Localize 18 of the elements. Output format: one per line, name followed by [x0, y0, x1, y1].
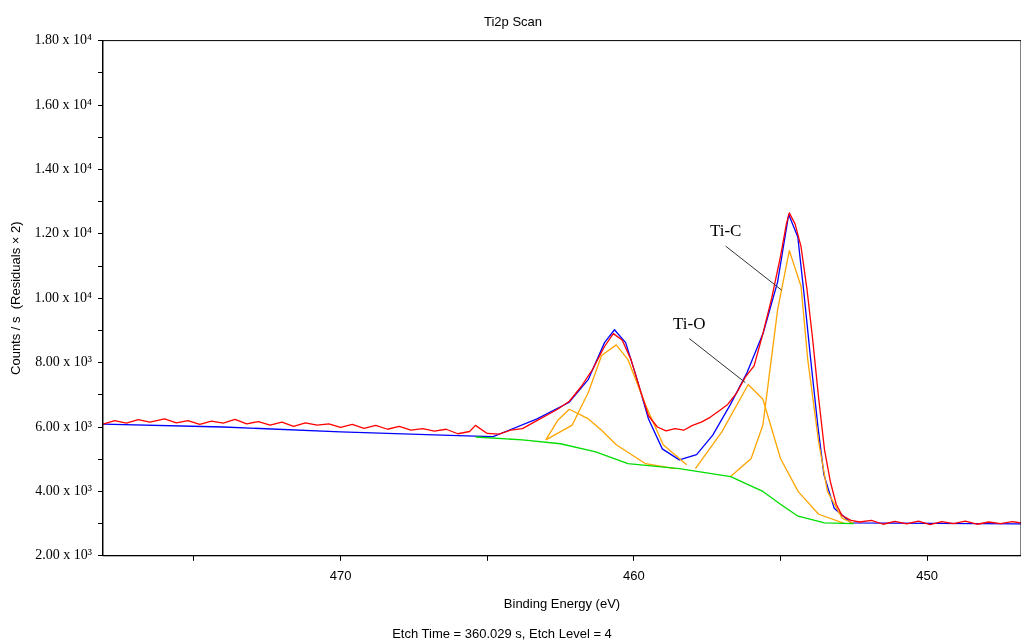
y-tick-label: 4.00 x 10³: [35, 483, 92, 499]
y-axis-title: Counts / s (Residuals × 2): [8, 221, 24, 375]
y-tick-label: 1.60 x 10⁴: [34, 96, 93, 112]
y-tick-label: 1.00 x 10⁴: [34, 289, 93, 305]
y-tick-label: 1.40 x 10⁴: [34, 161, 93, 177]
y-tick-label: 8.00 x 10³: [35, 354, 92, 370]
y-tick-label: 1.20 x 10⁴: [34, 225, 93, 241]
y-tick-label: 6.00 x 10³: [35, 418, 92, 434]
x-tick-label: 450: [916, 568, 938, 584]
annotation: Ti-C: [709, 221, 742, 241]
text: Etch Time = 360.029 s, Etch Level = 4: [392, 625, 612, 641]
chart-title: Ti2p Scan: [483, 14, 543, 30]
x-axis-title: Binding Energy (eV): [503, 595, 621, 611]
annotation: Ti-O: [673, 313, 706, 333]
y-tick-label: 2.00 x 10³: [35, 547, 92, 563]
y-tick-label: 1.80 x 10⁴: [34, 32, 93, 48]
x-tick-label: 470: [329, 568, 352, 584]
x-tick-label: 460: [623, 568, 645, 584]
